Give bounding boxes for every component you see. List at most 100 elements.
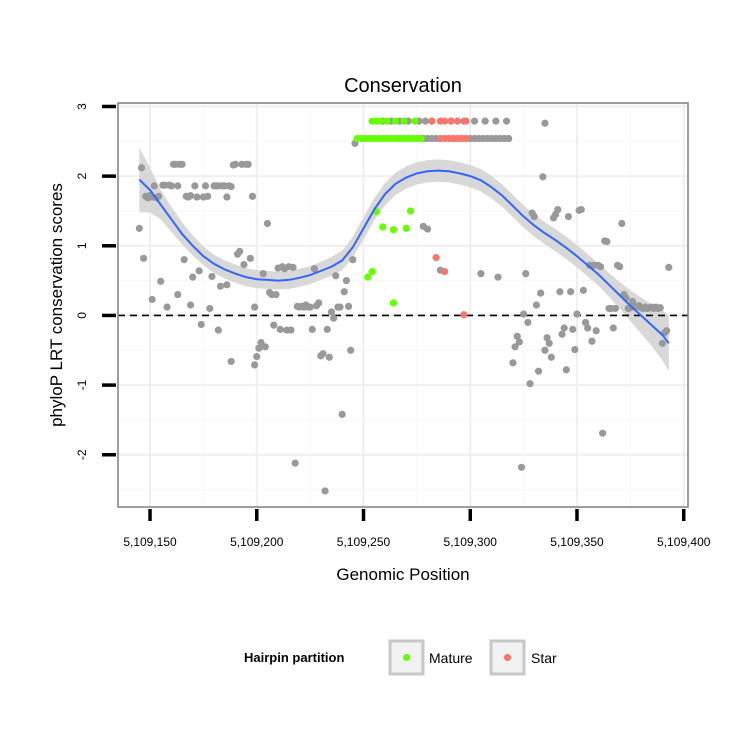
point-star-13: [432, 254, 440, 262]
y-tick-label-3: 1: [75, 242, 89, 249]
point-other-121: [492, 117, 500, 125]
y-tick-label-1: -1: [75, 379, 89, 390]
point-other-157: [541, 346, 549, 354]
point-other-66: [261, 343, 269, 351]
point-other-186: [603, 238, 611, 246]
point-other-215: [665, 263, 673, 271]
point-other-170: [569, 325, 577, 333]
point-other-181: [592, 327, 600, 335]
x-axis-title: Genomic Position: [336, 565, 469, 584]
point-other-154: [534, 367, 543, 375]
point-other-61: [251, 361, 259, 369]
point-other-107: [349, 256, 357, 264]
legend-key-star: [489, 639, 526, 676]
point-mature-19: [383, 117, 391, 125]
point-other-32: [197, 320, 205, 329]
point-other-67: [263, 219, 272, 228]
point-other-31: [195, 267, 203, 275]
point-other-189: [609, 324, 617, 332]
point-other-119: [470, 117, 479, 125]
y-tick-label-4: 2: [75, 172, 89, 179]
point-other-103: [340, 288, 348, 296]
point-other-148: [522, 270, 530, 278]
point-mature-20: [391, 117, 400, 125]
point-other-0: [135, 224, 143, 232]
point-other-37: [208, 272, 216, 281]
y-tick-label-2: 0: [75, 312, 89, 319]
point-other-168: [564, 212, 573, 221]
point-other-114: [421, 117, 430, 125]
point-other-60: [251, 303, 259, 311]
y-axis: -2 -1 0 1 2 3: [75, 103, 116, 460]
point-other-166: [560, 324, 568, 332]
point-other-87: [306, 303, 314, 311]
point-other-93: [319, 350, 327, 358]
point-other-179: [588, 337, 596, 345]
point-other-55: [240, 261, 248, 269]
point-other-97: [327, 308, 336, 316]
point-other-78: [287, 326, 295, 334]
point-other-98: [330, 314, 338, 322]
point-other-160: [547, 353, 555, 361]
point-other-140: [477, 270, 485, 278]
plot-border: [117, 102, 689, 508]
point-mature-30: [406, 207, 415, 215]
x-tick-label-4: 5,109,350: [550, 535, 604, 549]
point-other-14: [163, 303, 171, 311]
point-other-27: [186, 192, 195, 200]
point-other-29: [191, 182, 199, 190]
legend-label-mature: Mature: [429, 650, 473, 666]
point-other-58: [246, 254, 254, 262]
point-other-65: [259, 270, 267, 278]
point-mature-28: [389, 226, 397, 234]
point-other-169: [566, 288, 575, 296]
y-tick-label-5: 3: [75, 103, 89, 110]
point-other-164: [556, 288, 564, 296]
point-other-73: [276, 325, 284, 333]
point-mature-24: [368, 267, 376, 276]
legend-title: Hairpin partition: [244, 650, 344, 665]
x-tick-label-0: 5,109,150: [123, 535, 177, 549]
point-other-19: [174, 290, 182, 299]
point-other-174: [577, 205, 585, 214]
point-other-91: [315, 299, 323, 307]
point-mature-18: [376, 117, 385, 125]
point-other-153: [532, 301, 541, 309]
point-other-8: [150, 182, 158, 190]
point-other-176: [581, 318, 590, 327]
point-other-94: [321, 487, 329, 495]
point-other-163: [554, 205, 562, 214]
x-tick-label-2: 5,109,250: [337, 535, 391, 549]
point-other-48: [227, 357, 235, 366]
point-other-147: [520, 310, 528, 318]
point-other-216: [541, 119, 549, 127]
point-other-104: [342, 277, 351, 285]
point-other-152: [530, 212, 538, 221]
point-other-70: [270, 321, 278, 329]
point-other-88: [308, 325, 316, 333]
point-other-34: [201, 182, 210, 190]
point-star-4: [453, 117, 462, 125]
legend-label-star: Star: [531, 650, 557, 666]
point-mature-23: [364, 273, 372, 281]
point-other-28: [189, 273, 197, 281]
point-star-5: [462, 117, 470, 125]
point-other-101: [336, 303, 344, 311]
point-other-120: [481, 117, 489, 125]
point-other-146: [517, 463, 526, 471]
point-other-156: [539, 173, 547, 181]
point-other-30: [193, 193, 201, 201]
y-axis-title: phyloP LRT conservation scores: [47, 183, 66, 427]
point-mature-22: [411, 117, 419, 125]
point-other-149: [524, 318, 532, 327]
point-other-51: [231, 160, 240, 168]
x-tick-label-3: 5,109,300: [444, 535, 498, 549]
point-other-175: [579, 286, 587, 294]
point-other-122: [502, 117, 511, 125]
smooth-curve: [138, 169, 670, 344]
point-other-192: [616, 263, 624, 271]
point-other-155: [537, 289, 545, 297]
point-other-45: [223, 193, 231, 201]
legend-key-mature: [388, 639, 425, 676]
point-mature-21: [400, 117, 408, 125]
